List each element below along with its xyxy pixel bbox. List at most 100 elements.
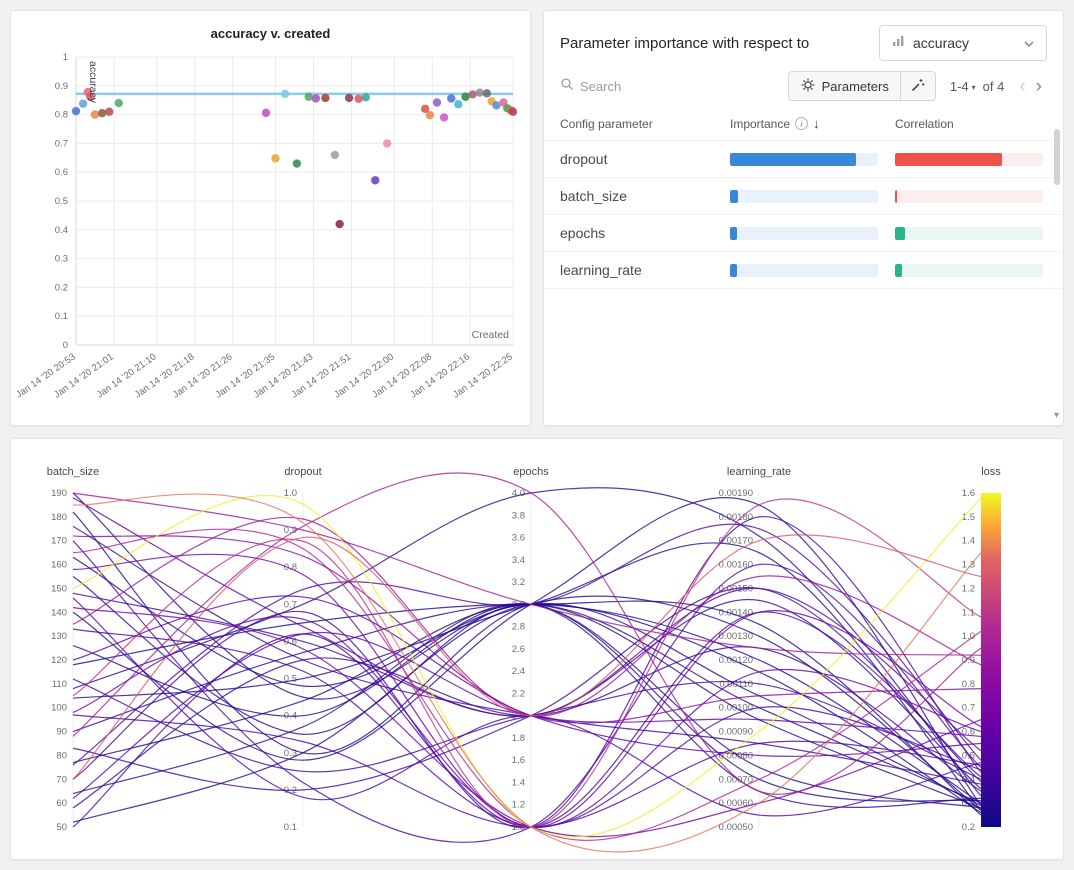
scatter-panel: accuracy v. created 0 0.1 0.2 0.3 0.4 0.5 0.6 0…: [10, 10, 531, 426]
parallel-coordinates-chart[interactable]: 190 180 170 160 150 140 130 120 110 100 90 80 70 60 50…: [11, 439, 1063, 859]
scatter-point[interactable]: [467, 90, 477, 99]
scatter-point[interactable]: [475, 88, 484, 97]
axis-tick-label: 0.00070: [719, 774, 753, 785]
scatter-point[interactable]: [261, 108, 270, 118]
sort-descending-icon[interactable]: ↓: [813, 116, 820, 131]
axis-tick-label: 100: [51, 703, 67, 714]
run-line[interactable]: [72, 492, 982, 656]
axis-tick-label: 1.0: [284, 488, 297, 499]
pagination-prev-icon[interactable]: ‹: [1019, 75, 1026, 97]
pagination-range[interactable]: 1-4: [949, 78, 969, 94]
run-line[interactable]: [72, 493, 982, 853]
scatter-point[interactable]: [460, 92, 470, 101]
search-input[interactable]: [580, 78, 700, 94]
scatter-point[interactable]: [439, 113, 448, 122]
scatter-point[interactable]: [334, 219, 344, 229]
run-line[interactable]: [72, 587, 982, 791]
run-line[interactable]: [72, 511, 982, 811]
run-line[interactable]: [72, 516, 982, 829]
axis-tick-label: 1.3: [962, 560, 975, 571]
importance-table: Config parameter Importance i ↓ Correlat…: [544, 107, 1063, 289]
scatter-point[interactable]: [114, 98, 123, 108]
axis-tick-label: 3.6: [512, 533, 525, 544]
scatter-point[interactable]: [382, 139, 391, 148]
scatter-point[interactable]: [320, 93, 330, 103]
scatter-point[interactable]: [491, 101, 501, 110]
scatter-point[interactable]: [78, 99, 87, 108]
magic-wand-button[interactable]: [900, 71, 936, 101]
scatter-point[interactable]: [311, 94, 320, 103]
scatter-point[interactable]: [420, 104, 429, 114]
table-row[interactable]: dropout: [544, 141, 1063, 178]
scatter-point[interactable]: [270, 154, 280, 163]
run-line[interactable]: [72, 472, 982, 795]
run-line[interactable]: [72, 597, 982, 817]
importance-header: Parameter importance with respect to acc…: [544, 11, 1063, 69]
run-line[interactable]: [72, 603, 982, 804]
scatter-point[interactable]: [453, 100, 463, 109]
axis-tick-label: 3.2: [512, 577, 525, 588]
axis-label-loss[interactable]: loss: [981, 466, 1001, 478]
scatter-point[interactable]: [71, 106, 80, 116]
run-line[interactable]: [72, 542, 982, 811]
scatter-point[interactable]: [85, 92, 94, 101]
scatter-point[interactable]: [280, 89, 289, 99]
scatter-point[interactable]: [446, 94, 455, 103]
parameters-button[interactable]: Parameters: [787, 71, 901, 101]
column-header-correlation[interactable]: Correlation: [895, 116, 954, 131]
scrollbar-thumb[interactable]: [1054, 129, 1060, 185]
run-line[interactable]: [72, 534, 982, 780]
y-tick-label: 0.9: [54, 81, 67, 92]
run-line[interactable]: [72, 535, 982, 724]
axis-label-learning_rate[interactable]: learning_rate: [727, 466, 791, 478]
run-line[interactable]: [72, 714, 982, 828]
scatter-point[interactable]: [425, 110, 434, 120]
scatter-point[interactable]: [292, 159, 301, 168]
metric-dropdown-value: accuracy: [913, 35, 970, 51]
search-box[interactable]: [560, 77, 700, 96]
axis-tick-label: 70: [56, 774, 67, 785]
importance-table-body: dropout batch_size epochs learning_rate: [544, 141, 1063, 289]
axis-label-epochs[interactable]: epochs: [513, 466, 549, 478]
axis-tick-label: 0.6: [284, 636, 297, 647]
run-line[interactable]: [72, 540, 982, 844]
column-header-config-parameter[interactable]: Config parameter: [560, 116, 653, 131]
pagination-caret-icon[interactable]: ▾: [971, 82, 976, 92]
run-line[interactable]: [72, 497, 982, 752]
run-line[interactable]: [72, 487, 982, 797]
run-line[interactable]: [72, 576, 982, 802]
metric-dropdown[interactable]: accuracy: [879, 25, 1047, 61]
run-line[interactable]: [72, 611, 982, 828]
scatter-point[interactable]: [304, 92, 313, 101]
scatter-point[interactable]: [482, 89, 491, 98]
scroll-down-icon[interactable]: ▾: [1053, 410, 1059, 421]
scatter-point[interactable]: [370, 176, 379, 185]
run-line[interactable]: [72, 646, 982, 809]
scatter-point[interactable]: [90, 110, 99, 119]
scatter-point[interactable]: [508, 107, 517, 116]
scatter-point[interactable]: [97, 108, 106, 118]
axis-label-dropout[interactable]: dropout: [284, 466, 321, 478]
table-row[interactable]: batch_size: [544, 178, 1063, 215]
axis-tick-label: 160: [51, 560, 67, 571]
scatter-point[interactable]: [432, 98, 441, 107]
scatter-point[interactable]: [344, 93, 353, 103]
axis-tick-label: 180: [51, 512, 67, 523]
axis-tick-label: 0.1: [284, 822, 297, 833]
pagination-next-icon[interactable]: ›: [1035, 75, 1042, 97]
scatter-point[interactable]: [353, 94, 363, 103]
info-icon[interactable]: i: [795, 117, 809, 130]
axis-tick-label: 120: [51, 655, 67, 666]
table-row[interactable]: epochs: [544, 215, 1063, 252]
run-line[interactable]: [72, 495, 982, 838]
table-row[interactable]: learning_rate: [544, 252, 1063, 289]
run-line[interactable]: [72, 498, 982, 828]
axis-tick-label: 0.00160: [719, 560, 753, 571]
axis-label-batch_size[interactable]: batch_size: [47, 466, 100, 478]
scatter-point[interactable]: [104, 107, 113, 116]
column-header-importance[interactable]: Importance: [730, 116, 791, 131]
scatter-point[interactable]: [361, 93, 370, 102]
run-line[interactable]: [72, 516, 982, 717]
scatter-point[interactable]: [330, 150, 339, 160]
